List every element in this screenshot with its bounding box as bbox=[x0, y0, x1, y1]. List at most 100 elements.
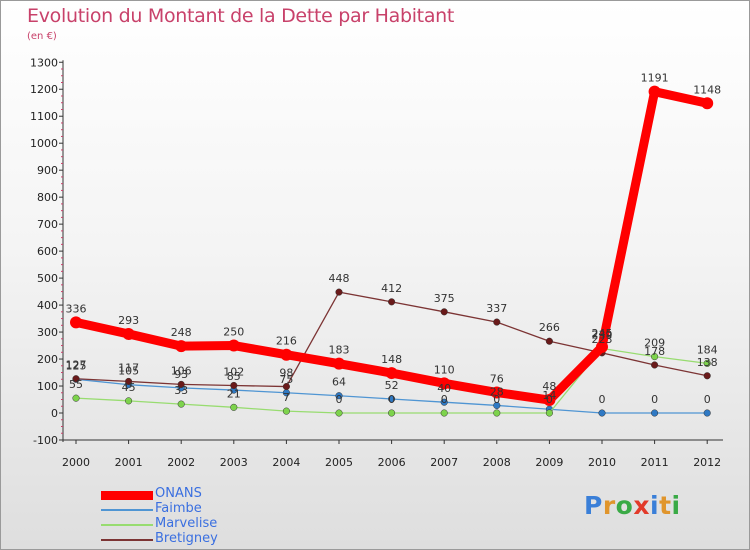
data-point-faimbe bbox=[651, 409, 659, 417]
data-label-onans: 1191 bbox=[641, 72, 669, 85]
data-point-onans bbox=[648, 85, 661, 98]
data-label-faimbe: 85 bbox=[227, 370, 241, 383]
y-tick-label: 1300 bbox=[30, 56, 58, 69]
data-point-marvelise bbox=[703, 359, 711, 367]
data-label-onans: 76 bbox=[490, 372, 504, 385]
data-label-onans: 216 bbox=[276, 335, 297, 348]
y-tick-label: 1200 bbox=[30, 83, 58, 96]
y-tick-label: 200 bbox=[37, 353, 58, 366]
data-point-onans bbox=[227, 339, 240, 352]
y-tick-label: 900 bbox=[37, 164, 58, 177]
data-point-bretigney bbox=[72, 375, 80, 383]
data-label-bretigney: 138 bbox=[697, 356, 718, 369]
x-tick-label: 2000 bbox=[62, 456, 90, 469]
data-point-marvelise bbox=[282, 407, 290, 415]
data-point-faimbe bbox=[388, 395, 396, 403]
x-tick-label: 2008 bbox=[483, 456, 511, 469]
x-tick-label: 2006 bbox=[378, 456, 406, 469]
legend-label: Marvelise bbox=[155, 516, 218, 531]
data-label-faimbe: 28 bbox=[490, 385, 504, 398]
data-point-faimbe bbox=[598, 409, 606, 417]
chart-title: Evolution du Montant de la Dette par Hab… bbox=[27, 5, 455, 27]
data-label-marvelise: 0 bbox=[441, 393, 448, 406]
data-point-marvelise bbox=[177, 400, 185, 408]
logo-letter: i bbox=[671, 491, 681, 520]
data-point-onans bbox=[333, 357, 345, 370]
data-label-faimbe: 93 bbox=[174, 368, 188, 381]
data-point-onans bbox=[596, 340, 608, 353]
x-tick-label: 2012 bbox=[693, 456, 721, 469]
data-label-marvelise: 33 bbox=[174, 384, 188, 397]
legend-label: Faimbe bbox=[155, 501, 202, 516]
y-tick-label: 700 bbox=[37, 218, 58, 231]
x-tick-label: 2003 bbox=[220, 456, 248, 469]
data-point-onans bbox=[122, 327, 135, 340]
logo-letter: r bbox=[602, 491, 616, 520]
y-tick-label: 100 bbox=[37, 380, 58, 393]
data-point-onans bbox=[385, 367, 398, 380]
data-label-faimbe: 64 bbox=[332, 376, 346, 389]
data-label-marvelise: 209 bbox=[644, 337, 665, 350]
data-label-faimbe: 14 bbox=[542, 389, 556, 402]
data-label-marvelise: 0 bbox=[546, 393, 553, 406]
data-point-onans bbox=[280, 348, 293, 361]
data-label-marvelise: 45 bbox=[122, 381, 136, 394]
data-label-bretigney: 412 bbox=[381, 282, 402, 295]
legend-swatch bbox=[101, 539, 153, 541]
data-point-onans bbox=[543, 394, 556, 407]
data-label-bretigney: 106 bbox=[171, 364, 192, 377]
data-point-marvelise bbox=[125, 397, 133, 405]
data-label-onans: 1148 bbox=[693, 83, 721, 96]
logo-letter: i bbox=[650, 491, 660, 520]
data-point-marvelise bbox=[545, 409, 553, 417]
data-point-onans bbox=[175, 340, 188, 353]
data-point-marvelise bbox=[493, 409, 501, 417]
chart-subtitle: (en €) bbox=[27, 31, 57, 42]
data-label-bretigney: 337 bbox=[486, 302, 507, 315]
data-point-faimbe bbox=[335, 392, 343, 400]
data-point-faimbe bbox=[703, 409, 711, 417]
data-label-faimbe: 0 bbox=[651, 393, 658, 406]
data-label-onans: 293 bbox=[118, 314, 139, 327]
data-label-faimbe: 40 bbox=[437, 382, 451, 395]
data-label-faimbe: 0 bbox=[599, 393, 606, 406]
data-label-bretigney: 98 bbox=[279, 367, 293, 380]
logo-letter: t bbox=[659, 491, 672, 520]
data-label-onans: 336 bbox=[66, 302, 87, 315]
x-tick-label: 2009 bbox=[535, 456, 563, 469]
x-tick-label: 2010 bbox=[588, 456, 616, 469]
data-point-bretigney bbox=[703, 372, 711, 380]
data-label-bretigney: 448 bbox=[329, 272, 350, 285]
data-point-marvelise bbox=[651, 353, 659, 361]
logo-letter: x bbox=[633, 491, 650, 520]
data-label-onans: 48 bbox=[542, 380, 556, 393]
data-point-bretigney bbox=[125, 377, 133, 385]
data-point-bretigney bbox=[651, 361, 659, 369]
data-label-bretigney: 127 bbox=[66, 359, 87, 372]
data-label-marvelise: 0 bbox=[493, 393, 500, 406]
data-label-bretigney: 178 bbox=[644, 345, 665, 358]
x-tick-label: 2002 bbox=[167, 456, 195, 469]
x-tick-label: 2004 bbox=[272, 456, 300, 469]
data-point-bretigney bbox=[440, 308, 448, 316]
data-point-onans bbox=[490, 386, 503, 399]
legend-label: ONANS bbox=[155, 486, 202, 501]
y-tick-label: 1100 bbox=[30, 110, 58, 123]
data-label-marvelise: 184 bbox=[697, 343, 718, 356]
data-label-bretigney: 102 bbox=[223, 365, 244, 378]
data-point-faimbe bbox=[493, 401, 501, 409]
data-label-marvelise: 0 bbox=[388, 393, 395, 406]
data-point-faimbe bbox=[440, 398, 448, 406]
logo-letter: o bbox=[615, 491, 634, 520]
data-label-bretigney: 375 bbox=[434, 292, 455, 305]
y-tick-label: 400 bbox=[37, 299, 58, 312]
data-label-marvelise: 55 bbox=[69, 378, 83, 391]
data-label-onans: 110 bbox=[434, 363, 455, 376]
data-label-marvelise: 239 bbox=[592, 329, 613, 342]
data-label-bretigney: 266 bbox=[539, 321, 560, 334]
y-tick-label: 0 bbox=[51, 407, 58, 420]
data-point-bretigney bbox=[282, 383, 290, 391]
data-label-faimbe: 125 bbox=[66, 359, 87, 372]
y-tick-label: 800 bbox=[37, 191, 58, 204]
